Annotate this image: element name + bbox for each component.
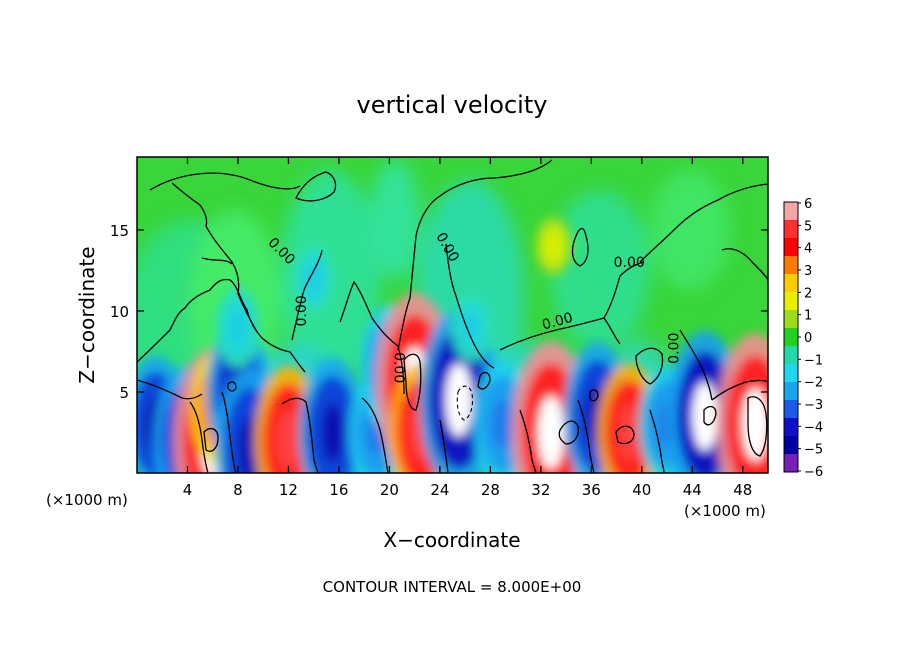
contour-label: 0.00: [390, 352, 406, 383]
x-tick-label: 44: [683, 481, 702, 499]
colorbar-swatch: [784, 436, 798, 455]
contour-label: 0.00: [540, 310, 574, 334]
chart-title: vertical velocity: [357, 91, 548, 119]
x-tick-label: 24: [430, 481, 449, 499]
colorbar-label: −2: [804, 376, 823, 391]
colorbar-swatch: [784, 364, 798, 383]
colorbar-swatch: [784, 238, 798, 257]
colorbar-swatch: [784, 256, 798, 275]
colorbar-swatch: [784, 202, 798, 221]
colorbar-label: 4: [804, 242, 812, 257]
colorbar: 6 5 4 3 2 1 0 −1 −2 −3 −4 −5 −6: [783, 197, 823, 480]
colorbar-label: 0: [804, 331, 812, 346]
x-axis-label: X−coordinate: [383, 528, 520, 552]
colorbar-label: 6: [804, 197, 812, 212]
x-tick-label: 8: [233, 481, 243, 499]
contour-label: 0.00: [294, 295, 310, 326]
colorbar-label: −3: [804, 398, 823, 413]
velocity-cell: [450, 291, 493, 363]
footer-contour-interval: CONTOUR INTERVAL = 8.000E+00: [323, 578, 582, 596]
x-tick-label: 32: [531, 481, 550, 499]
x-unit-left: (×1000 m): [46, 491, 128, 509]
colorbar-label: 3: [804, 264, 812, 279]
velocity-cell: [715, 333, 768, 473]
contour-lines: [137, 159, 768, 473]
y-tick-label: 10: [110, 303, 129, 321]
colorbar-swatch: [784, 292, 798, 311]
x-tick-label: 16: [329, 481, 348, 499]
x-unit-right: (×1000 m): [684, 502, 766, 520]
x-tick-label: 4: [183, 481, 193, 499]
x-tick-label: 28: [481, 481, 500, 499]
colorbar-swatch: [784, 346, 798, 365]
colorbar-label: 5: [804, 219, 812, 234]
negative-contours: [456, 385, 474, 421]
colorbar-label: 2: [804, 286, 812, 301]
colorbar-label: −5: [804, 443, 823, 458]
colorbar-label: 1: [804, 309, 812, 324]
colorbar-label: −6: [804, 465, 823, 480]
contour-label: 0.00: [614, 255, 645, 271]
x-tick-label: 36: [582, 481, 601, 499]
colorbar-swatch: [784, 400, 798, 419]
colorbar-label: −1: [804, 353, 823, 368]
x-axis: 4 8 12 16 20 24 28 32 36 40 44 48: [183, 157, 752, 499]
velocity-cell: [534, 216, 573, 277]
velocity-cell: [292, 243, 335, 314]
plot-area: 0.000.000.000.000.000.000.00 4 8 12 16 20 24 2…: [110, 156, 769, 499]
colorbar-swatch: [784, 454, 798, 473]
contour-label: 0.00: [666, 333, 682, 364]
velocity-cells: [137, 216, 768, 473]
x-tick-label: 48: [733, 481, 752, 499]
colorbar-swatch: [784, 274, 798, 293]
colorbar-swatch: [784, 418, 798, 437]
y-axis-label: Z−coordinate: [75, 246, 99, 383]
plot-frame: [136, 156, 769, 474]
colorbar-swatch: [784, 382, 798, 401]
colorbar-swatch: [784, 220, 798, 239]
y-tick-label: 15: [110, 222, 129, 240]
x-tick-label: 12: [279, 481, 298, 499]
y-tick-label: 5: [119, 384, 129, 402]
x-tick-label: 40: [632, 481, 651, 499]
y-axis: 5 10 15: [110, 222, 768, 402]
colorbar-label: −4: [804, 420, 823, 435]
colorbar-swatch: [784, 328, 798, 347]
x-tick-label: 20: [380, 481, 399, 499]
colorbar-swatch: [784, 310, 798, 329]
